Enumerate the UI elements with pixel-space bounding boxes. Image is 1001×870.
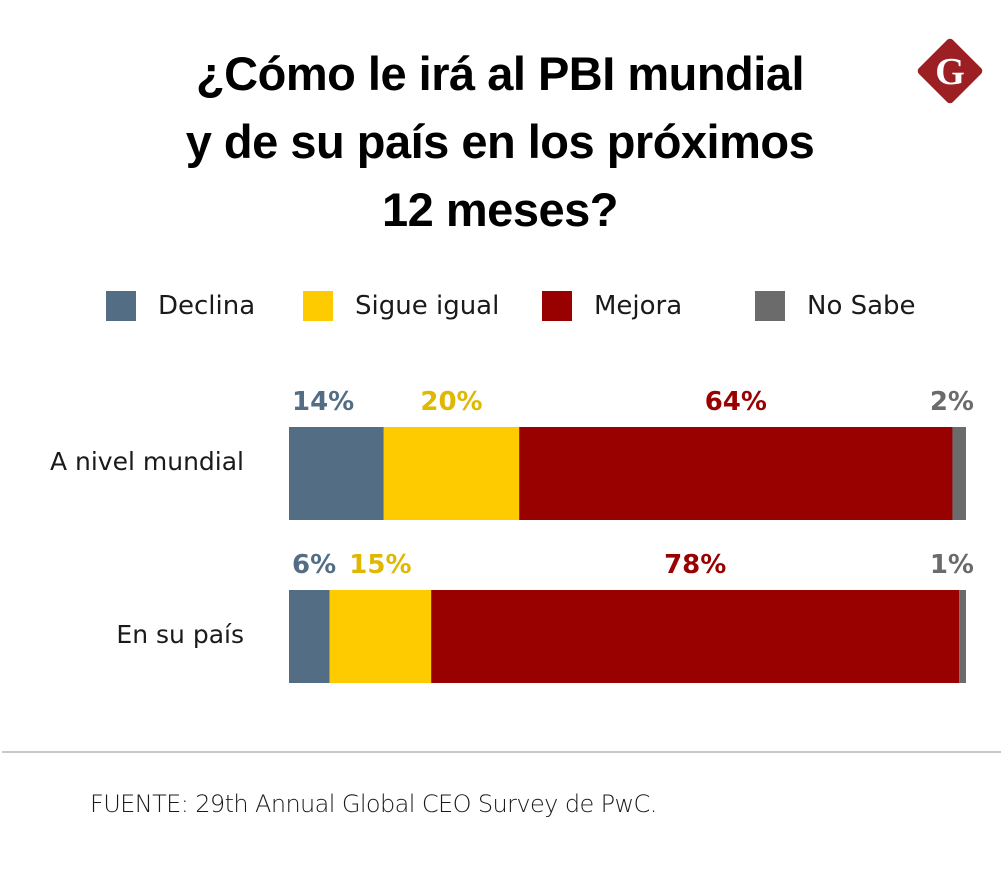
legend-swatch-declina (106, 291, 136, 321)
bar-a-nivel-mundial-mejora (519, 427, 953, 520)
category-label-mundial: A nivel mundial (49, 447, 244, 476)
data-label-en-su-pa-s-sigue-igual: 15% (349, 550, 411, 580)
legend-label: Sigue igual (355, 291, 500, 321)
legend-swatch-mejora (542, 291, 572, 321)
data-label-en-su-pa-s-mejora: 78% (664, 550, 726, 580)
legend-item-declina: Declina (106, 286, 255, 326)
chart-title: ¿Cómo le irá al PBI mundial y de su país… (100, 40, 900, 244)
svg-text:G: G (935, 51, 965, 93)
data-label-a-nivel-mundial-sigue-igual: 20% (420, 387, 482, 417)
bar-en-su-pa-s-mejora (431, 590, 960, 683)
data-label-a-nivel-mundial-declina: 14% (292, 387, 354, 417)
bar-a-nivel-mundial-sigue-igual (383, 427, 520, 520)
data-label-en-su-pa-s-declina: 6% (292, 550, 336, 580)
data-label-a-nivel-mundial-no-sabe: 2% (930, 387, 974, 417)
bar-a-nivel-mundial-declina (289, 427, 384, 520)
bar-en-su-pa-s-sigue-igual (329, 590, 432, 683)
bar-en-su-pa-s-no-sabe (959, 590, 966, 683)
title-line-2: y de su país en los próximos (185, 115, 815, 168)
legend-label: Declina (158, 291, 256, 321)
bar-a-nivel-mundial-no-sabe (952, 427, 966, 520)
title-line-3: 12 meses? (382, 183, 618, 236)
legend-item-mejora: Mejora (542, 286, 682, 326)
category-label-pais: En su país (116, 620, 244, 649)
legend-item-no-sabe: No Sabe (755, 286, 916, 326)
source-note: FUENTE: 29th Annual Global CEO Survey de… (90, 790, 657, 818)
g-diamond-logo-icon: G (917, 38, 983, 104)
legend: Declina Sigue igual Mejora No Sabe (0, 286, 1001, 326)
title-line-1: ¿Cómo le irá al PBI mundial (195, 47, 805, 100)
legend-label: No Sabe (807, 291, 916, 321)
legend-swatch-sigue-igual (303, 291, 333, 321)
legend-label: Mejora (594, 291, 683, 321)
legend-swatch-no-sabe (755, 291, 785, 321)
data-label-en-su-pa-s-no-sabe: 1% (930, 550, 974, 580)
bar-en-su-pa-s-declina (289, 590, 330, 683)
divider (2, 751, 1001, 753)
legend-item-sigue-igual: Sigue igual (303, 286, 499, 326)
data-label-a-nivel-mundial-mejora: 64% (705, 387, 767, 417)
